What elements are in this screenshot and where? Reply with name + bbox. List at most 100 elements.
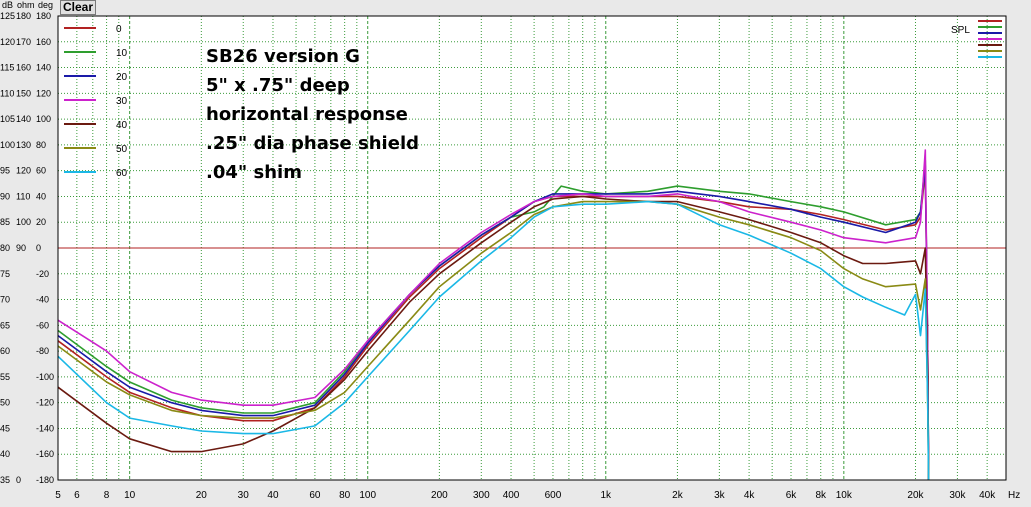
series-line-60 (57, 200, 930, 481)
y-tick-label-deg: -120 (36, 398, 54, 408)
y-tick-label-db: 90 (0, 191, 10, 201)
x-tick-label: 400 (503, 490, 520, 501)
legend-label-10: 10 (116, 48, 128, 59)
y-axis-unit-header: dB ohm deg (2, 0, 53, 10)
x-tick-label: 10 (124, 490, 136, 501)
y-tick-label-ohm: 0 (16, 475, 21, 485)
x-tick-label: 3k (714, 490, 726, 501)
y-tick-label-db: 65 (0, 320, 10, 330)
y-tick-label-deg: 100 (36, 114, 51, 124)
x-tick-label: 30k (949, 490, 966, 501)
plot-frame (57, 15, 1007, 481)
x-tick-label: 8k (815, 490, 827, 501)
y-tick-label-deg: -60 (36, 320, 49, 330)
y-tick-label-db: 100 (0, 140, 15, 150)
legend-label-60: 60 (116, 168, 128, 179)
y-tick-label-deg: -100 (36, 372, 54, 382)
clear-button[interactable]: Clear (60, 0, 96, 15)
annotation-line-4: .25" dia phase shield (206, 133, 419, 154)
y-tick-label-db: 60 (0, 346, 10, 356)
y-tick-label-deg: 180 (36, 11, 51, 21)
unit-deg-label: deg (38, 0, 53, 10)
y-tick-label-db: 120 (0, 37, 15, 47)
x-tick-label: 600 (545, 490, 562, 501)
y-tick-label-deg: 160 (36, 37, 51, 47)
x-tick-label: 300 (473, 490, 490, 501)
series-line-30 (57, 149, 930, 481)
unit-db-label: dB (2, 0, 13, 10)
y-tick-label-db: 80 (0, 243, 10, 253)
y-tick-label-db: 115 (0, 63, 14, 73)
y-tick-label-deg: 0 (36, 243, 41, 253)
y-tick-label-deg: 60 (36, 166, 46, 176)
y-tick-label-db: 70 (0, 295, 10, 305)
y-tick-label-ohm: 120 (16, 166, 31, 176)
y-tick-label-deg: 140 (36, 63, 51, 73)
annotation-line-1: SB26 version G (206, 46, 360, 67)
annotation-line-2: 5" x .75" deep (206, 75, 350, 96)
series-layer (57, 149, 930, 481)
y-tick-label-db: 45 (0, 423, 10, 433)
series-line-50 (57, 200, 930, 481)
y-tick-label-db: 40 (0, 449, 10, 459)
y-tick-label-deg: -160 (36, 449, 54, 459)
legend-label-0: 0 (116, 24, 122, 35)
spl-swatches (978, 20, 1002, 58)
x-tick-label: 6k (786, 490, 798, 501)
y-tick-label-deg: 20 (36, 217, 46, 227)
y-tick-label-db: 85 (0, 217, 10, 227)
y-tick-label-ohm: 110 (16, 191, 30, 201)
y-tick-label-db: 95 (0, 166, 10, 176)
y-tick-label-deg: -20 (36, 269, 49, 279)
x-axis-tick-labels: 5 6 8 10 20 30 40 60 80 100 200 300 400 600 1k 2k 3k 4k 6k… (55, 490, 996, 501)
annotation-block: SB26 version G 5" x .75" deep horizontal… (206, 46, 419, 183)
x-tick-label: 60 (309, 490, 321, 501)
y-tick-label-db: 105 (0, 114, 15, 124)
series-line-20 (57, 164, 930, 481)
y-tick-label-ohm: 180 (16, 11, 31, 21)
legend-label-50: 50 (116, 144, 128, 155)
annotation-line-5: .04" shim (206, 162, 302, 183)
legend-label-40: 40 (116, 120, 128, 131)
y-tick-label-db: 75 (0, 269, 10, 279)
y-tick-label-deg: -80 (36, 346, 49, 356)
x-tick-label: 1k (600, 490, 612, 501)
y-tick-label-deg: -180 (36, 475, 54, 485)
unit-ohm-label: ohm (17, 0, 35, 10)
y-tick-label-deg: -140 (36, 423, 54, 433)
x-tick-label: 100 (359, 490, 376, 501)
annotation-line-3: horizontal response (206, 104, 408, 125)
y-tick-label-db: 110 (0, 88, 14, 98)
y-tick-label-deg: 120 (36, 88, 51, 98)
y-tick-label-deg: -40 (36, 295, 49, 305)
y-tick-label-ohm: 130 (16, 140, 31, 150)
x-tick-label: 30 (238, 490, 250, 501)
legend: 0 10 20 30 40 50 60 (64, 24, 128, 179)
y-tick-label-ohm: 140 (16, 114, 31, 124)
legend-label-30: 30 (116, 96, 128, 107)
x-tick-label: 200 (431, 490, 448, 501)
x-tick-label: 10k (836, 490, 853, 501)
x-tick-label: 40k (979, 490, 996, 501)
x-tick-label: 40 (267, 490, 279, 501)
y-tick-label-ohm: 170 (16, 37, 31, 47)
legend-label-20: 20 (116, 72, 128, 83)
series-line-40 (57, 195, 930, 481)
y-tick-label-deg: 80 (36, 140, 46, 150)
x-tick-label: 4k (744, 490, 756, 501)
spl-label: SPL (951, 25, 970, 36)
x-axis-unit-label: Hz (1008, 490, 1020, 501)
x-tick-label: 20 (196, 490, 208, 501)
x-tick-label: 8 (104, 490, 110, 501)
x-tick-label: 6 (74, 490, 80, 501)
y-tick-label-db: 55 (0, 372, 10, 382)
y-tick-label-ohm: 90 (16, 243, 26, 253)
y-tick-label-db: 50 (0, 398, 10, 408)
y-tick-label-db: 35 (0, 475, 10, 485)
x-tick-label: 20k (907, 490, 924, 501)
spl-legend: SPL (951, 20, 1002, 58)
y-tick-label-ohm: 100 (16, 217, 31, 227)
y-tick-label-ohm: 160 (16, 63, 31, 73)
